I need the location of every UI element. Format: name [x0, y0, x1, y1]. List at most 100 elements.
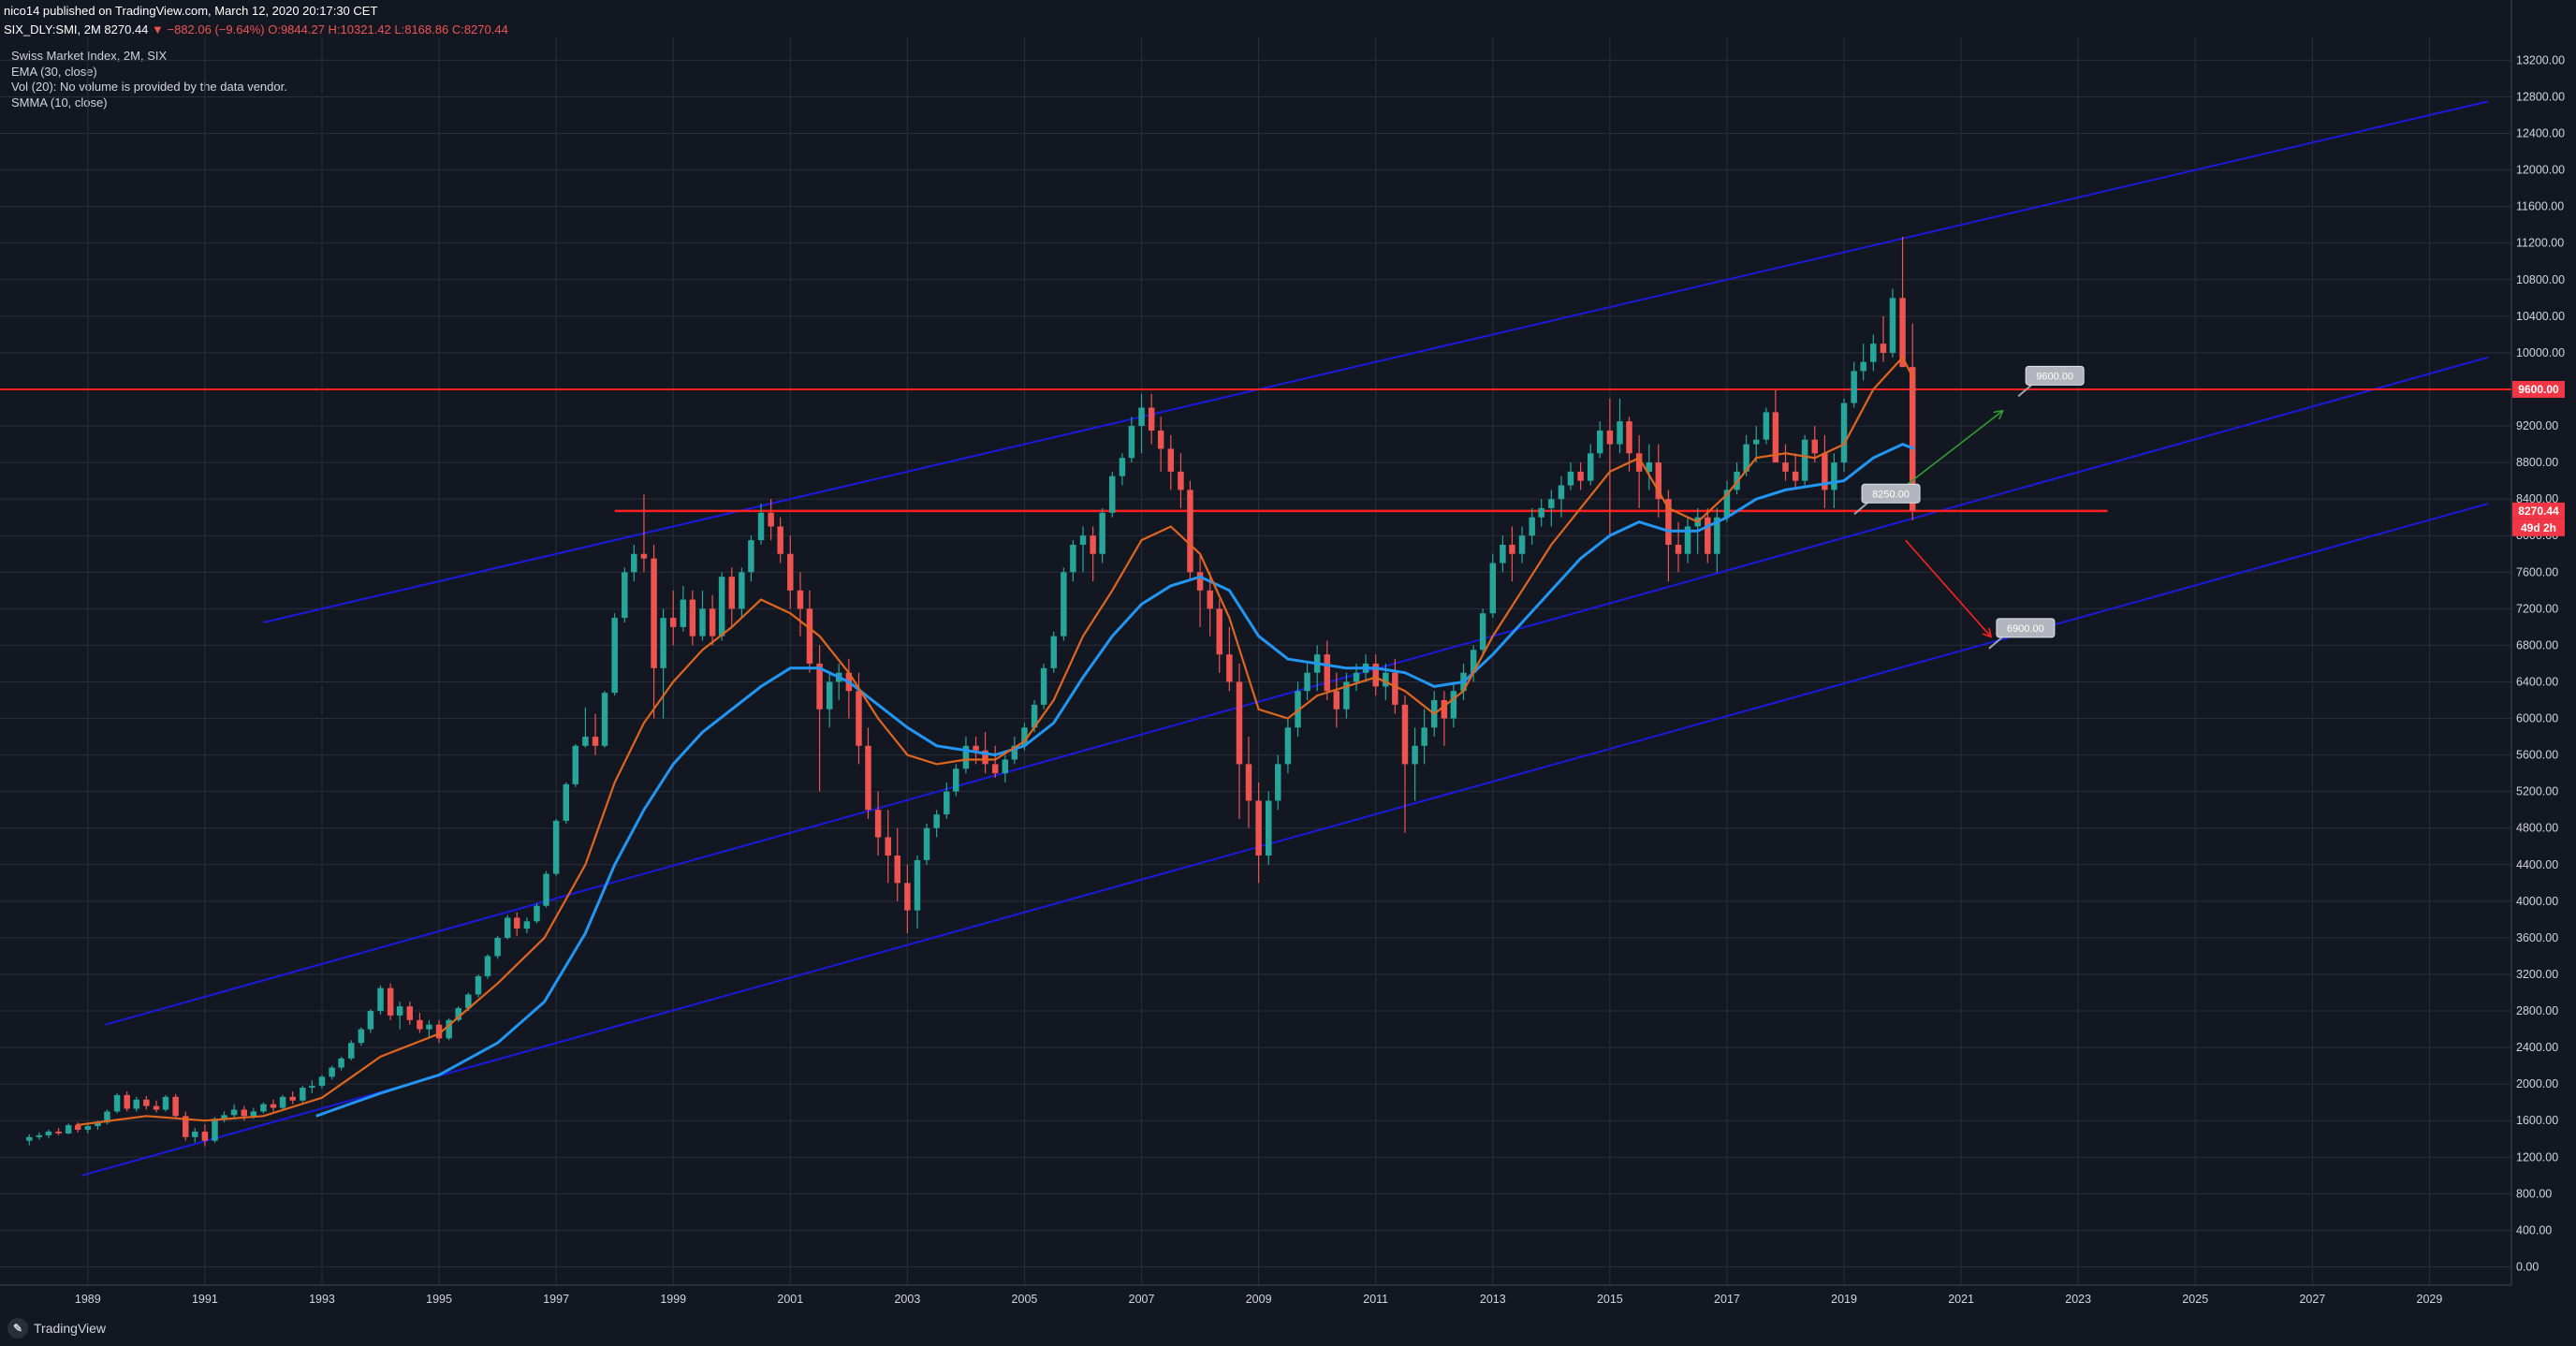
- candle-body: [113, 1094, 121, 1112]
- candle-body: [1167, 448, 1175, 472]
- candle-body: [1588, 453, 1594, 481]
- candle-body: [865, 745, 871, 811]
- callout-label: 8250.00: [1872, 489, 1910, 500]
- legend-smma[interactable]: SMMA (10, close): [11, 95, 108, 110]
- candle-body: [1538, 507, 1544, 518]
- y-tick-label: 13200.00: [2516, 53, 2565, 66]
- candle-body: [279, 1096, 286, 1108]
- symbol-price: SIX_DLY:SMI, 2M 8270.44: [4, 22, 149, 37]
- x-tick-label: 1991: [192, 1293, 218, 1306]
- candle-body: [45, 1131, 52, 1135]
- candle-body: [1646, 462, 1653, 472]
- y-tick-label: 400.00: [2516, 1223, 2552, 1236]
- brand-label: TradingView: [34, 1321, 107, 1336]
- y-tick-label: 11600.00: [2516, 200, 2564, 213]
- channel-line-middle: [105, 356, 2489, 1026]
- candle-body: [417, 1019, 423, 1030]
- legend-ema[interactable]: EMA (30, close): [11, 64, 97, 79]
- y-tick-label: 5600.00: [2516, 749, 2558, 762]
- candle-body: [611, 618, 618, 694]
- x-tick-label: 1989: [75, 1293, 101, 1306]
- candle-body: [367, 1011, 374, 1030]
- candle-body: [1255, 800, 1262, 856]
- price-tag-level: 9600.00: [2518, 383, 2559, 396]
- candle-body: [387, 988, 394, 1016]
- candle-body: [572, 745, 579, 784]
- candle-body: [65, 1125, 72, 1134]
- candle-body: [816, 663, 823, 710]
- candle-body: [1266, 800, 1272, 856]
- moving-averages: [76, 355, 1916, 1127]
- price-tag-current-bg: [2512, 502, 2565, 519]
- candles: [26, 236, 1916, 1147]
- candle-body: [426, 1024, 432, 1030]
- candle-body: [230, 1109, 238, 1116]
- candle-body: [1470, 650, 1477, 673]
- candle-body: [396, 1006, 403, 1016]
- candle-body: [338, 1058, 344, 1068]
- candle-body: [944, 791, 950, 815]
- candle-body: [270, 1104, 277, 1108]
- candle-body: [563, 783, 570, 821]
- candle-body: [1899, 298, 1906, 368]
- x-tick-label: 2007: [1129, 1293, 1155, 1306]
- candle-body: [1401, 704, 1409, 765]
- candle-body: [1011, 745, 1018, 760]
- x-tick-label: 2011: [1363, 1293, 1388, 1306]
- candle-body: [592, 737, 599, 746]
- legend-title[interactable]: Swiss Market Index, 2M, SIX: [11, 49, 168, 63]
- chart-header: nico14 published on TradingView.com, Mar…: [4, 2, 508, 39]
- candle-body: [1889, 298, 1896, 353]
- x-tick-label: 2015: [1597, 1293, 1623, 1306]
- candle-body: [1489, 563, 1497, 614]
- candle-body: [718, 577, 725, 636]
- candle-body: [1372, 663, 1379, 687]
- green-arrow: [1902, 411, 2002, 490]
- candle-body: [1275, 764, 1281, 801]
- price-axis[interactable]: 13200.00 12800.00 12400.00 12000.00 11600.00…: [2510, 0, 2565, 1285]
- candle-body: [640, 553, 648, 559]
- time-axis[interactable]: 1989 1991 1993 1995 1997 1999 2001 2003 2005 2007…: [0, 1284, 2511, 1306]
- y-tick-label: 11200.00: [2516, 237, 2564, 250]
- candle-body: [133, 1099, 139, 1109]
- candle-body: [1909, 367, 1916, 511]
- candle-body: [318, 1076, 326, 1087]
- candle-body: [465, 994, 472, 1009]
- candle-body: [1870, 344, 1877, 362]
- candle-body: [435, 1024, 443, 1039]
- candle-body: [1236, 681, 1243, 765]
- candle-body: [1509, 544, 1515, 554]
- candle-body: [1148, 407, 1155, 431]
- candle-body: [1763, 412, 1770, 440]
- x-tick-label: 2029: [2417, 1293, 2443, 1306]
- candle-body: [622, 572, 628, 619]
- y-tick-label: 3200.00: [2516, 968, 2558, 981]
- candle-body: [124, 1094, 130, 1109]
- candle-body: [1548, 499, 1555, 508]
- candle-body: [1500, 544, 1506, 563]
- candle-body: [680, 599, 687, 627]
- candle-body: [739, 572, 745, 609]
- candle-body: [1617, 421, 1623, 445]
- callout-pointer: [2017, 384, 2032, 398]
- candle-body: [1392, 672, 1398, 705]
- candle-body: [494, 937, 501, 957]
- candle-body: [221, 1115, 227, 1119]
- candle-body: [1606, 430, 1614, 445]
- y-tick-label: 10000.00: [2516, 346, 2565, 359]
- candle-body: [1665, 499, 1672, 545]
- candle-body: [552, 820, 560, 874]
- x-tick-label: 2003: [894, 1293, 920, 1306]
- price-tag-current: 8270.44: [2518, 505, 2559, 518]
- x-tick-label: 1997: [543, 1293, 569, 1306]
- candle-body: [1450, 691, 1457, 719]
- y-tick-label: 4000.00: [2516, 895, 2558, 908]
- candle-body: [973, 745, 979, 751]
- candle-body: [709, 608, 716, 636]
- channel-line-lower: [81, 503, 2489, 1177]
- candle-body: [504, 917, 511, 938]
- legend-vol[interactable]: Vol (20): No volume is provided by the d…: [11, 80, 287, 94]
- candle-body: [1675, 544, 1682, 554]
- candle-body: [1196, 572, 1204, 591]
